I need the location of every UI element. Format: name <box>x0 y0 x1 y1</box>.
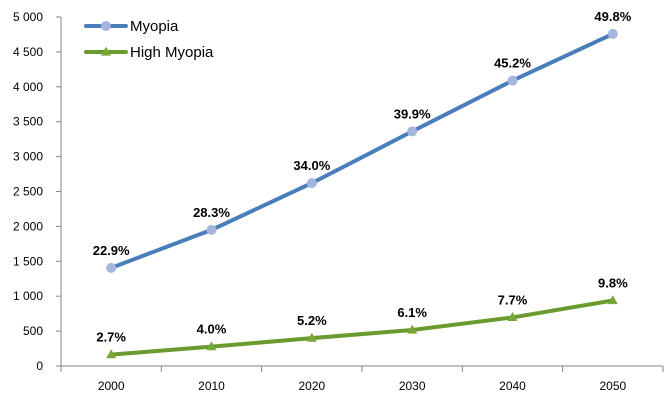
y-tick-label: 4 000 <box>13 80 43 94</box>
data-label: 34.0% <box>293 158 330 173</box>
data-point <box>407 126 418 137</box>
data-labels: 22.9% 28.3% 34.0% 39.9% 45.2% 49.8% 2.7% 4.0% 5.… <box>93 9 632 345</box>
x-tick-label: 2010 <box>198 379 225 393</box>
data-point <box>106 262 117 273</box>
y-tick-label: 0 <box>36 359 43 373</box>
x-tick-label: 2040 <box>499 379 526 393</box>
data-label: 2.7% <box>96 330 126 345</box>
data-point <box>106 349 117 359</box>
data-point <box>607 28 618 39</box>
data-label: 39.9% <box>394 106 431 121</box>
y-tick-label: 4 500 <box>13 45 43 59</box>
x-tick-label: 2030 <box>399 379 426 393</box>
data-point <box>407 324 418 334</box>
legend: Myopia High Myopia <box>84 18 214 61</box>
x-tick-label: 2020 <box>298 379 325 393</box>
series-layer <box>106 28 618 359</box>
legend-marker <box>101 46 111 56</box>
legend-label: High Myopia <box>130 44 214 61</box>
data-label: 4.0% <box>197 322 227 337</box>
data-point <box>507 75 518 86</box>
data-point <box>206 341 217 351</box>
y-tick-label: 2 500 <box>13 185 43 199</box>
y-tick-label: 1 500 <box>13 254 43 268</box>
series-line-myopia <box>109 31 615 270</box>
data-point <box>507 312 518 322</box>
data-point <box>306 178 317 189</box>
legend-label: Myopia <box>130 18 179 35</box>
data-point <box>206 224 217 235</box>
y-tick-label: 3 000 <box>13 150 43 164</box>
data-point <box>607 295 618 305</box>
data-label: 45.2% <box>494 56 531 71</box>
data-label: 22.9% <box>93 243 130 258</box>
x-tick-label: 2000 <box>98 379 125 393</box>
y-tick-label: 2 000 <box>13 219 43 233</box>
data-label: 49.8% <box>594 9 631 24</box>
y-tick-label: 3 500 <box>13 115 43 129</box>
x-tick-label: 2050 <box>599 379 626 393</box>
series-line-high-myopia <box>109 298 615 357</box>
data-label: 9.8% <box>598 276 628 291</box>
data-label: 5.2% <box>297 313 327 328</box>
axes: 0 500 1 000 1 500 2 000 2 500 3 000 3 500 4 000 4… <box>13 10 664 393</box>
y-tick-label: 1 000 <box>13 289 43 303</box>
y-tick-label: 500 <box>23 324 43 338</box>
data-label: 7.7% <box>498 292 528 307</box>
legend-marker <box>101 21 111 31</box>
y-tick-label: 5 000 <box>13 10 43 24</box>
data-label: 6.1% <box>397 305 427 320</box>
data-label: 28.3% <box>193 205 230 220</box>
data-point <box>306 332 317 342</box>
